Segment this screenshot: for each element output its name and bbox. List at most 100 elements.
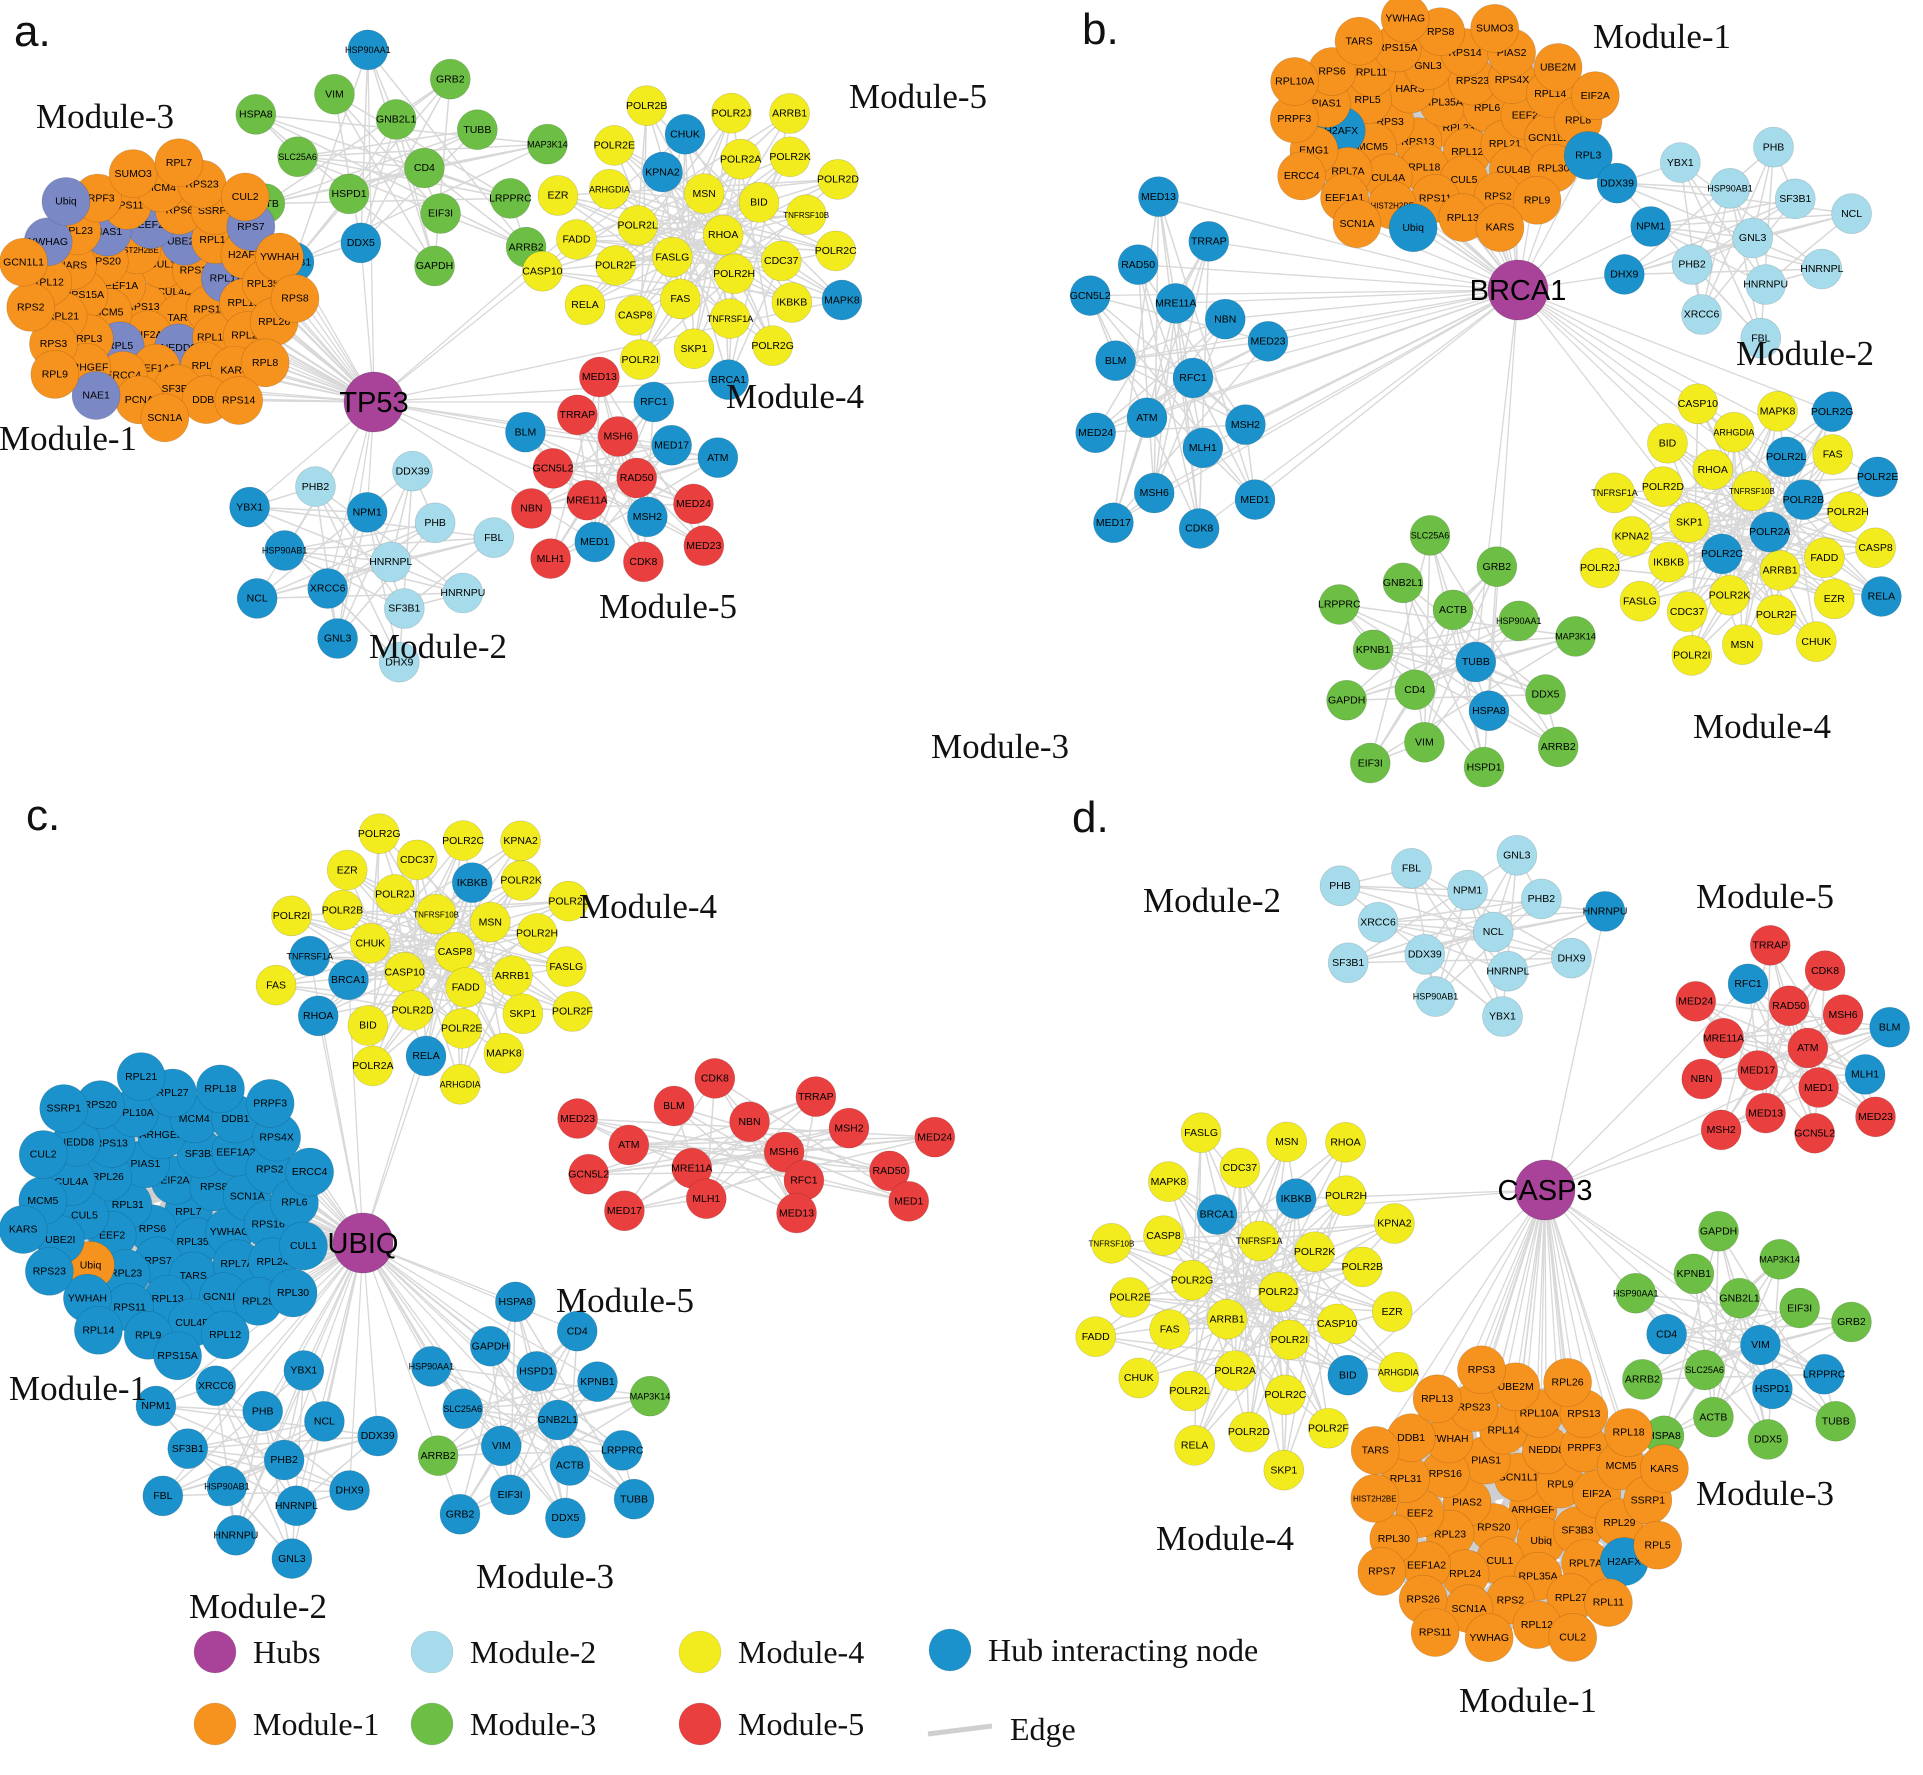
gene-node-circle[interactable] <box>516 913 558 954</box>
node-rps14[interactable]: RPS14 <box>214 376 264 425</box>
gene-node-circle[interactable] <box>142 1475 184 1517</box>
node-casp10[interactable]: CASP10 <box>384 951 425 993</box>
node-rpl18[interactable]: RPL18 <box>196 1064 245 1114</box>
gene-node-circle[interactable] <box>1749 511 1791 553</box>
gene-node-circle[interactable] <box>1378 1351 1419 1393</box>
gene-node-circle[interactable] <box>1319 865 1361 907</box>
gene-node-circle[interactable] <box>71 371 121 420</box>
gene-node-circle[interactable] <box>545 946 587 987</box>
node-kars[interactable]: KARS <box>1475 203 1525 252</box>
node-mre11a[interactable]: MRE11A <box>671 1147 712 1189</box>
node-ezr[interactable]: EZR <box>1813 578 1855 620</box>
node-med17[interactable]: MED17 <box>604 1190 645 1232</box>
gene-node-circle[interactable] <box>1804 950 1846 991</box>
gene-node-circle[interactable] <box>1404 934 1446 975</box>
node-kars[interactable]: KARS <box>0 1205 48 1254</box>
gene-node-circle[interactable] <box>1604 1408 1653 1457</box>
gene-node-circle[interactable] <box>41 177 91 226</box>
gene-node-circle[interactable] <box>326 849 368 891</box>
gene-node-circle[interactable] <box>1563 131 1613 180</box>
gene-node-circle[interactable] <box>821 279 863 321</box>
gene-node-circle[interactable] <box>1391 848 1432 889</box>
gene-node-circle[interactable] <box>442 1388 483 1430</box>
node-polr2d[interactable]: POLR2D <box>1642 466 1684 507</box>
node-fadd[interactable]: FADD <box>1075 1316 1117 1357</box>
hub-circle[interactable] <box>343 371 405 433</box>
node-atm[interactable]: ATM <box>1787 1027 1829 1069</box>
node-ercc4[interactable]: ERCC4 <box>1277 151 1326 201</box>
gene-node-circle[interactable] <box>263 1439 305 1481</box>
gene-node-circle[interactable] <box>1228 1411 1270 1453</box>
gene-node-circle[interactable] <box>340 222 382 264</box>
node-med17[interactable]: MED17 <box>1737 1050 1779 1091</box>
gene-node-circle[interactable] <box>1804 537 1845 578</box>
gene-node-circle[interactable] <box>617 205 658 246</box>
gene-node-circle[interactable] <box>1827 491 1869 533</box>
node-sumo3[interactable]: SUMO3 <box>1470 4 1519 53</box>
gene-node-circle[interactable] <box>1091 1223 1132 1264</box>
gene-node-circle[interactable] <box>357 1415 398 1457</box>
gene-node-circle[interactable] <box>430 58 471 100</box>
gene-node-circle[interactable] <box>1857 456 1898 498</box>
gene-node-circle[interactable] <box>708 359 749 400</box>
node-polr2h[interactable]: POLR2H <box>516 913 558 954</box>
gene-node-circle[interactable] <box>1374 1203 1415 1244</box>
node-tnfrsf10b[interactable]: TNFRSF10B <box>783 194 829 235</box>
gene-node-circle[interactable] <box>1496 835 1538 876</box>
node-lrpprc[interactable]: LRPPRC <box>1318 584 1361 625</box>
node-chuk[interactable]: CHUK <box>664 113 706 155</box>
node-xrcc6[interactable]: XRCC6 <box>195 1365 237 1407</box>
node-rps23[interactable]: RPS23 <box>1449 1383 1499 1432</box>
node-scn1a[interactable]: SCN1A <box>1332 199 1382 249</box>
node-ddx39[interactable]: DDX39 <box>1596 162 1638 204</box>
node-rpl9[interactable]: RPL9 <box>1512 175 1562 225</box>
gene-node-circle[interactable] <box>271 895 312 937</box>
node-sf3b1[interactable]: SF3B1 <box>1327 942 1369 984</box>
node-rps16[interactable]: RPS16 <box>1421 1449 1470 1499</box>
gene-node-circle[interactable] <box>556 219 597 260</box>
node-brca1[interactable]: BRCA1 <box>708 359 749 400</box>
gene-node-circle[interactable] <box>370 541 412 583</box>
node-rpl13[interactable]: RPL13 <box>1412 1374 1462 1424</box>
node-med23[interactable]: MED23 <box>1855 1096 1896 1138</box>
node-npm1[interactable]: NPM1 <box>1630 206 1671 247</box>
gene-node-circle[interactable] <box>415 893 457 935</box>
node-map3k14[interactable]: MAP3K14 <box>527 123 568 165</box>
node-mre11a[interactable]: MRE11A <box>1703 1017 1744 1059</box>
node-rpl5[interactable]: RPL5 <box>1633 1520 1682 1570</box>
gene-node-circle[interactable] <box>1380 0 1430 43</box>
gene-node-circle[interactable] <box>1382 562 1424 604</box>
node-rad50[interactable]: RAD50 <box>869 1150 910 1192</box>
node-polr2l[interactable]: POLR2L <box>1169 1370 1210 1412</box>
node-cdc37[interactable]: CDC37 <box>1219 1147 1261 1189</box>
node-lrpprc[interactable]: LRPPRC <box>601 1430 644 1471</box>
node-brca1[interactable]: BRCA1 <box>1196 1194 1238 1235</box>
node-trrap[interactable]: TRRAP <box>1749 925 1791 966</box>
gene-node-circle[interactable] <box>595 245 636 286</box>
node-rhoa[interactable]: RHOA <box>702 214 744 256</box>
gene-node-circle[interactable] <box>1755 594 1797 636</box>
node-mlh1[interactable]: MLH1 <box>1182 427 1224 469</box>
node-med24[interactable]: MED24 <box>914 1116 956 1158</box>
gene-node-circle[interactable] <box>653 1085 695 1127</box>
node-med1[interactable]: MED1 <box>574 521 616 563</box>
gene-node-circle[interactable] <box>1447 869 1488 911</box>
node-cd4[interactable]: CD4 <box>556 1310 598 1352</box>
node-ezr[interactable]: EZR <box>537 175 579 216</box>
node-tnfrsf1a[interactable]: TNFRSF1A <box>287 935 334 977</box>
node-polr2i[interactable]: POLR2I <box>271 895 312 937</box>
node-atm[interactable]: ATM <box>697 437 739 478</box>
hub-node-casp3[interactable]: CASP3 <box>1497 1159 1593 1221</box>
gene-node-circle[interactable] <box>1855 1096 1896 1138</box>
node-gnb2l1[interactable]: GNB2L1 <box>1719 1277 1760 1319</box>
node-slc25a6[interactable]: SLC25A6 <box>1684 1349 1725 1391</box>
node-tnfrsf1a[interactable]: TNFRSF1A <box>707 298 754 339</box>
node-polr2l[interactable]: POLR2L <box>1765 436 1807 478</box>
node-fadd[interactable]: FADD <box>445 967 487 1008</box>
gene-node-circle[interactable] <box>439 1493 481 1535</box>
gene-node-circle[interactable] <box>214 376 264 425</box>
gene-node-circle[interactable] <box>295 466 336 507</box>
gene-node-circle[interactable] <box>1611 516 1653 557</box>
node-phb[interactable]: PHB <box>1753 126 1794 168</box>
node-gnb2l1[interactable]: GNB2L1 <box>375 99 417 140</box>
